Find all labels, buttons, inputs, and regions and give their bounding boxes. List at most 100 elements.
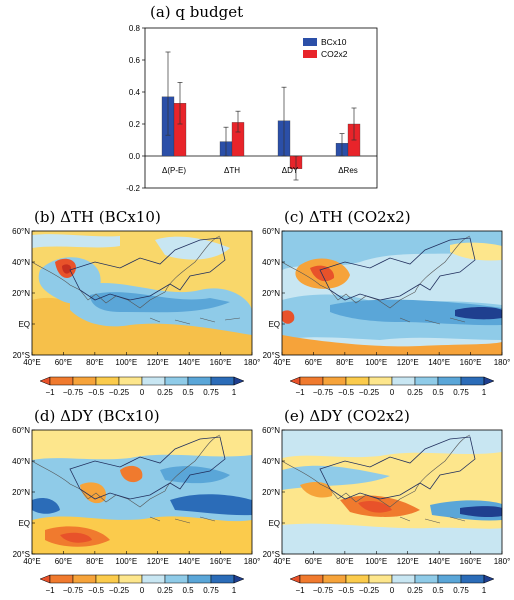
lat-tick-label: 20°N <box>12 289 30 298</box>
x-tick-label: Δ(P-E) <box>162 166 186 175</box>
colorbar-cell <box>414 574 439 584</box>
lon-tick-label: 100°E <box>365 557 387 566</box>
panel-b-region-outline <box>69 237 226 301</box>
colorbar-extend-low <box>39 574 51 584</box>
lon-tick-label: 180° <box>494 557 511 566</box>
y-tick-label: 0.8 <box>129 24 141 33</box>
lon-tick-label: 60°E <box>305 557 322 566</box>
lat-tick-label: 40°N <box>12 258 30 267</box>
colorbar-label: 0 <box>140 586 145 595</box>
colorbar-cell <box>345 574 370 584</box>
colorbar-cell <box>118 574 143 584</box>
colorbar-label: −1 <box>45 586 55 595</box>
y-tick-label: 0.2 <box>129 120 141 129</box>
lon-tick-label: 100°E <box>115 557 137 566</box>
legend-swatch-co2x2 <box>303 50 317 58</box>
lon-tick-label: 160°E <box>210 358 232 367</box>
colorbar-cell <box>141 376 166 386</box>
y-tick-label: -0.2 <box>126 184 140 193</box>
lat-tick-label: 40°N <box>262 457 280 466</box>
colorbar-cell <box>72 376 97 386</box>
colorbar-cell <box>49 574 74 584</box>
colorbar-cell <box>118 376 143 386</box>
colorbar-label: −0.5 <box>338 586 354 595</box>
lon-tick-label: 60°E <box>55 358 72 367</box>
colorbar-label: 0.5 <box>182 586 194 595</box>
colorbar-label: 0.5 <box>182 388 194 397</box>
colorbar-label: 0.5 <box>432 388 444 397</box>
colorbar-label: −0.25 <box>359 586 380 595</box>
legend-label-co2x2: CO2x2 <box>321 49 348 59</box>
lat-tick-label: EQ <box>268 320 280 329</box>
colorbar-cell <box>391 574 416 584</box>
lat-tick-label: 20°S <box>13 550 30 559</box>
colorbar-label: −0.75 <box>63 388 84 397</box>
colorbar-label: −0.75 <box>313 388 334 397</box>
colorbar-extend-high <box>483 574 495 584</box>
panel-e-coastlines <box>282 434 471 524</box>
colorbar-extend-low <box>289 376 301 386</box>
lon-tick-label: 100°E <box>365 358 387 367</box>
lat-tick-label: 20°N <box>262 488 280 497</box>
panel-c-title: (c) ΔTH (CO2x2) <box>284 208 411 226</box>
lat-tick-label: EQ <box>18 519 30 528</box>
x-tick-label: ΔDY <box>282 166 299 175</box>
colorbar-cell <box>210 574 235 584</box>
colorbar-label: −0.25 <box>109 586 130 595</box>
lon-tick-label: 120°E <box>397 358 419 367</box>
colorbar-label: 0.25 <box>157 586 173 595</box>
colorbar-cell <box>95 574 120 584</box>
panel-d: (d) ΔDY (BCx10) <box>31 407 253 555</box>
panel-b-field <box>32 231 252 355</box>
colorbar-cell <box>49 376 74 386</box>
colorbar-cell <box>210 376 235 386</box>
lon-tick-label: 120°E <box>147 358 169 367</box>
panel-a-y-axis: 0.8 0.6 0.4 0.2 0.0 -0.2 <box>126 24 145 193</box>
colorbar-label: −1 <box>45 388 55 397</box>
colorbar-cell <box>368 574 393 584</box>
colorbar-cell <box>391 376 416 386</box>
panel-e-title: (e) ΔDY (CO2x2) <box>284 407 410 425</box>
colorbar-label: −0.75 <box>313 586 334 595</box>
colorbar-cell <box>322 376 347 386</box>
lon-tick-label: 80°E <box>86 358 103 367</box>
colorbar-extend-high <box>233 376 245 386</box>
x-tick-label: ΔRes <box>338 166 358 175</box>
lon-tick-label: 160°E <box>210 557 232 566</box>
lon-tick-label: 40°E <box>273 557 290 566</box>
lon-tick-label: 80°E <box>86 557 103 566</box>
lon-tick-label: 180° <box>244 358 261 367</box>
lat-tick-label: 40°N <box>12 457 30 466</box>
colorbar-cell <box>95 376 120 386</box>
panel-a-title: (a) q budget <box>150 3 243 21</box>
y-tick-label: 0.6 <box>129 56 141 65</box>
lon-tick-label: 140°E <box>178 358 200 367</box>
colorbar-cell <box>72 574 97 584</box>
lat-tick-label: 20°N <box>262 289 280 298</box>
colorbar-cell <box>187 376 212 386</box>
panel-d-region-outline <box>69 436 226 500</box>
colorbar-extend-low <box>39 376 51 386</box>
legend: BCx10 CO2x2 <box>303 37 348 59</box>
colorbar-label: −0.5 <box>88 388 104 397</box>
colorbar-cell <box>299 376 324 386</box>
lat-tick-label: 20°N <box>12 488 30 497</box>
colorbars: −1 −0.75 −0.5 −0.25 0 0.25 0.5 0.75 1 −1 −0.75 −0.5… <box>39 376 495 595</box>
colorbar-label: −1 <box>295 586 305 595</box>
lon-tick-label: 180° <box>244 557 261 566</box>
colorbar-label: −0.75 <box>63 586 84 595</box>
colorbar-label: −0.25 <box>359 388 380 397</box>
lon-tick-label: 40°E <box>23 557 40 566</box>
lat-tick-label: 60°N <box>262 227 280 236</box>
lon-tick-label: 60°E <box>305 358 322 367</box>
y-tick-label: 0.4 <box>129 88 141 97</box>
panel-e-region-outline <box>319 436 476 500</box>
panel-b-title: (b) ΔTH (BCx10) <box>34 208 161 226</box>
lon-tick-label: 140°E <box>428 358 450 367</box>
x-tick-label: ΔTH <box>224 166 240 175</box>
colorbar-cell <box>414 376 439 386</box>
panel-c: (c) ΔTH (CO2x2) <box>281 208 503 356</box>
colorbar-cell <box>164 574 189 584</box>
lat-tick-label: 60°N <box>12 426 30 435</box>
